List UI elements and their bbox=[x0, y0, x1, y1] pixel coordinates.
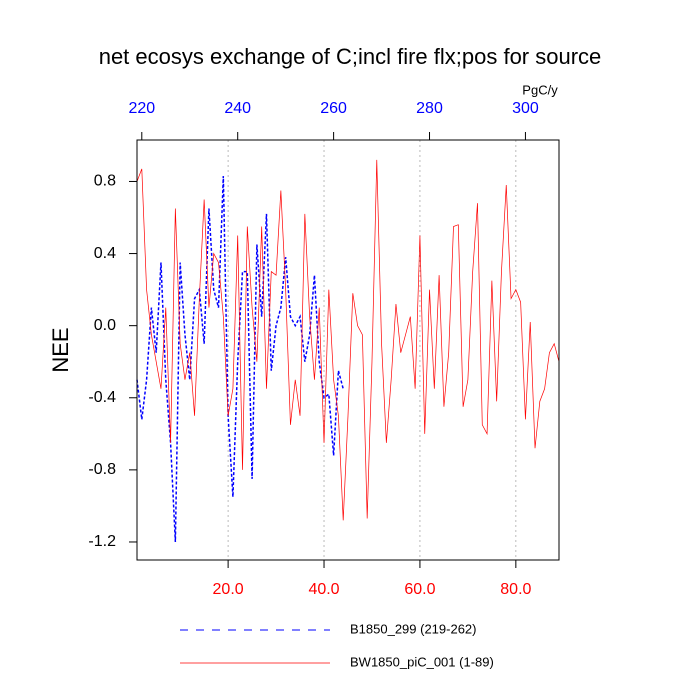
y-tick-label: -0.4 bbox=[88, 389, 116, 406]
top-axis-label: PgC/y bbox=[522, 82, 558, 97]
x-tick-label: 60.0 bbox=[404, 581, 435, 598]
series-line bbox=[136, 176, 344, 543]
top-tick-label: 240 bbox=[224, 100, 251, 117]
top-tick-label: 300 bbox=[512, 100, 539, 117]
y-tick-label: -0.8 bbox=[88, 461, 116, 478]
x-tick-label: 20.0 bbox=[213, 581, 244, 598]
y-axis-label: NEE bbox=[48, 327, 73, 372]
y-tick-label: 0.4 bbox=[94, 245, 116, 262]
series-line bbox=[136, 159, 560, 521]
x-tick-label: 80.0 bbox=[500, 581, 531, 598]
chart-title: net ecosys exchange of C;incl fire flx;p… bbox=[99, 44, 602, 69]
plot-frame bbox=[136, 139, 560, 561]
y-tick-label: -1.2 bbox=[88, 533, 116, 550]
x-tick-label: 40.0 bbox=[308, 581, 339, 598]
top-tick-label: 260 bbox=[320, 100, 347, 117]
top-tick-label: 220 bbox=[128, 100, 155, 117]
y-tick-label: 0.0 bbox=[94, 317, 116, 334]
legend-label: BW1850_piC_001 (1-89) bbox=[350, 654, 494, 669]
y-tick-label: 0.8 bbox=[94, 173, 116, 190]
legend-label: B1850_299 (219-262) bbox=[350, 621, 477, 636]
top-tick-label: 280 bbox=[416, 100, 443, 117]
